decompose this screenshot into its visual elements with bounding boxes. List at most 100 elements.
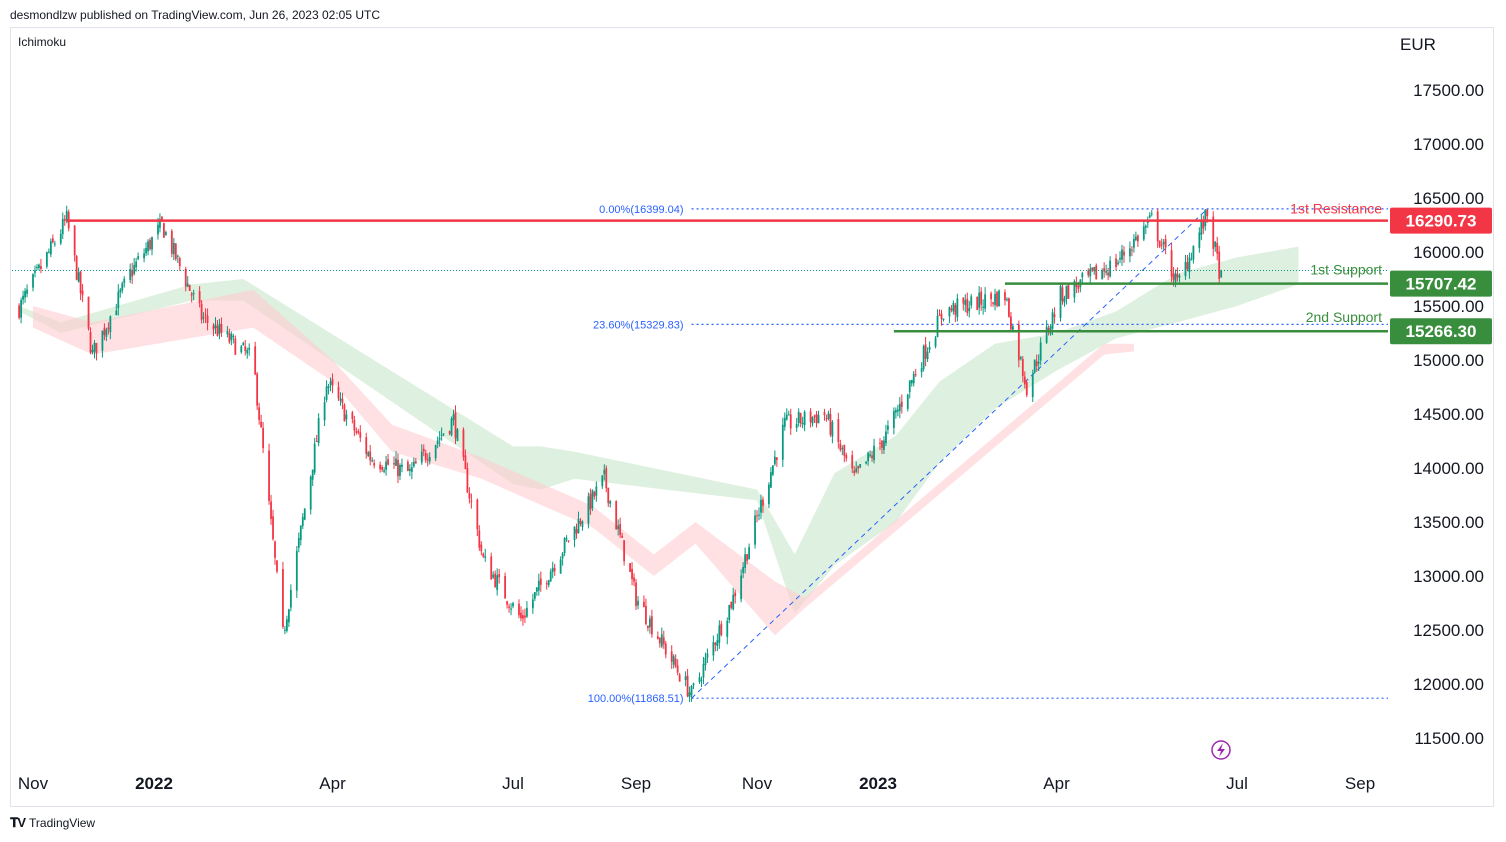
candle-body [1053, 314, 1056, 317]
candle-body [1019, 357, 1022, 359]
candle-body [742, 566, 745, 573]
indicator-name[interactable]: Ichimoku [18, 35, 67, 49]
candle-body [498, 574, 501, 578]
candle-body [730, 602, 733, 608]
candle-body [490, 556, 493, 580]
candle-body [1103, 268, 1106, 272]
candle-body [756, 515, 758, 517]
candle-body [1129, 248, 1131, 257]
candle-body [948, 307, 951, 317]
price-badge [1390, 318, 1492, 345]
candle-body [123, 278, 126, 283]
candle-body [785, 414, 788, 420]
candle-body [79, 271, 82, 294]
candle-body [720, 623, 723, 636]
candle-body [466, 468, 469, 493]
candle-body [329, 381, 332, 385]
candle-body [980, 291, 983, 305]
candle-body [795, 424, 798, 429]
candle-body [75, 256, 78, 280]
candle-body [704, 657, 707, 665]
price-axis: 17500.00 17000.00 16500.00 16000.00 15500.00… [1413, 81, 1484, 748]
candle-body [984, 294, 987, 309]
y-tick-label: 16000.00 [1413, 243, 1484, 262]
candle-body [839, 443, 842, 451]
level-name: 1st Resistance [1290, 201, 1382, 217]
candle-body [401, 464, 403, 468]
candle-body [226, 331, 229, 335]
candle-body [93, 342, 96, 352]
candle-body [91, 349, 94, 353]
candle-body [1178, 275, 1181, 278]
candle-body [718, 625, 721, 643]
candle-body [1190, 259, 1193, 261]
footer-brand: TradingView [29, 816, 96, 830]
candle-body [274, 541, 276, 558]
candle-body [1037, 361, 1040, 364]
candle-body [716, 640, 719, 646]
candle-body [914, 374, 917, 376]
candle-body [133, 264, 136, 275]
candle-body [803, 411, 806, 426]
candle-body [539, 578, 542, 585]
candle-body [260, 421, 263, 428]
candle-body [1067, 285, 1070, 299]
candle-body [726, 620, 729, 637]
candle-body [924, 344, 927, 359]
candle-body [621, 535, 624, 538]
candle-body [873, 445, 875, 461]
candle-body [301, 517, 304, 527]
candle-body [760, 499, 762, 513]
candle-body [990, 293, 992, 300]
candle-body [165, 232, 167, 235]
candle-body [813, 415, 816, 417]
candle-body [395, 458, 397, 466]
candle-body [161, 216, 163, 221]
candle-body [815, 414, 818, 424]
candle-body [1063, 298, 1066, 303]
candle-body [601, 475, 604, 487]
candle-body [758, 514, 760, 516]
price-badge [1390, 207, 1492, 234]
candle-body [135, 261, 138, 268]
price-badge-label: 16290.73 [1406, 212, 1477, 231]
candle-body [954, 305, 957, 315]
tradingview-logo-icon: 𝐓V [10, 815, 26, 830]
y-tick-label: 13000.00 [1413, 567, 1484, 586]
candle-body [115, 310, 118, 316]
y-tick-label: 15000.00 [1413, 351, 1484, 370]
candle-body [647, 625, 649, 628]
candle-body [883, 440, 885, 450]
candle-body [714, 642, 717, 645]
candle-body [773, 456, 776, 465]
candle-body [1198, 232, 1201, 248]
candle-body [47, 251, 50, 253]
candle-body [1212, 216, 1215, 249]
candle-body [412, 461, 415, 467]
candle-body [262, 427, 264, 449]
candle-body [89, 331, 92, 353]
candle-body [38, 264, 40, 269]
candle-body [702, 663, 705, 678]
candle-body [45, 252, 48, 267]
candle-body [32, 274, 34, 288]
y-tick-label: 15500.00 [1413, 297, 1484, 316]
candle-body [256, 373, 259, 406]
candle-body [103, 327, 106, 336]
candle-body [1158, 240, 1161, 247]
candle-body [143, 253, 145, 259]
candle-body [664, 643, 667, 655]
candle-body [482, 553, 485, 557]
candle-body [837, 419, 840, 442]
lightning-icon[interactable] [1211, 740, 1231, 760]
candle-body [508, 606, 510, 608]
candle-body [831, 421, 834, 437]
candle-body [1184, 261, 1187, 276]
candle-body [34, 270, 36, 273]
y-tick-label: 11500.00 [1414, 729, 1484, 748]
candle-body [478, 530, 481, 548]
cloud-bullish [19, 246, 1299, 614]
candle-body [658, 637, 661, 644]
candle-body [912, 373, 915, 384]
